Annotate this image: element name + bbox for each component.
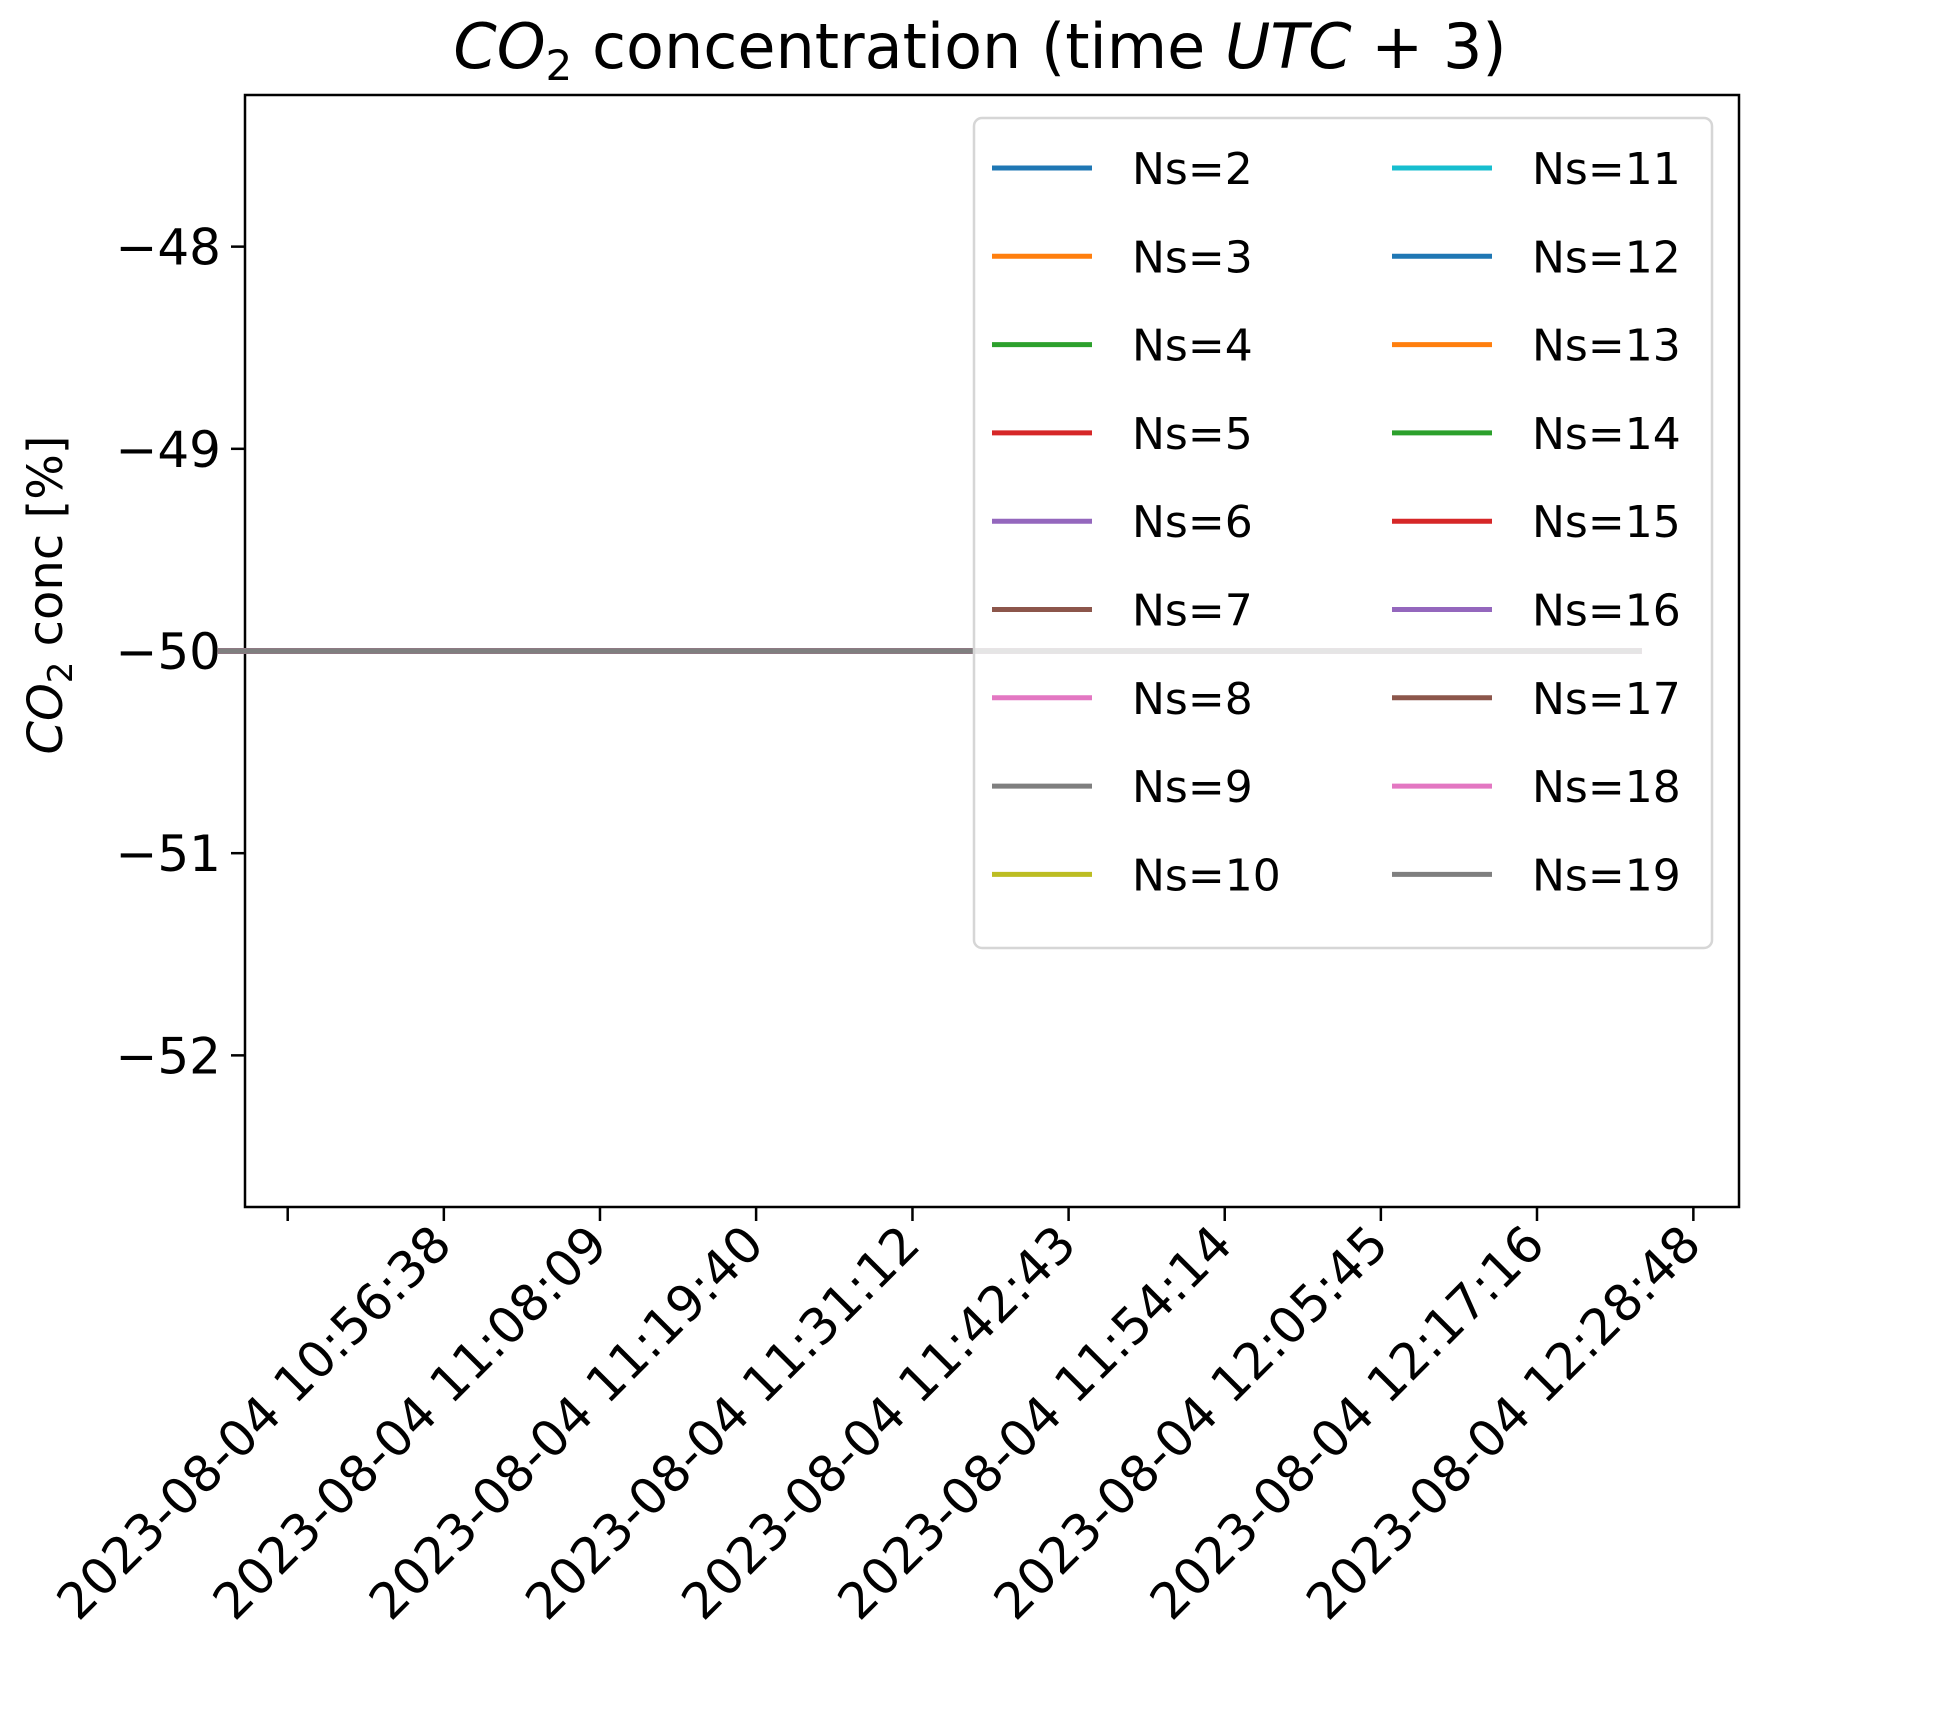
legend-label: Ns=19 — [1532, 850, 1681, 901]
legend-label: Ns=10 — [1132, 850, 1281, 901]
legend-label: Ns=13 — [1532, 321, 1681, 372]
y-tick-label: −50 — [115, 623, 221, 681]
legend: Ns=2 Ns=3 Ns=4 Ns=5 Ns=6 Ns=7 Ns=8 Ns=9 Ns=10 Ns=… — [972, 116, 1714, 950]
legend-label: Ns=16 — [1532, 586, 1681, 637]
legend-label: Ns=5 — [1132, 409, 1253, 460]
chart-title-close: ) — [1482, 10, 1506, 83]
chart-title: CO2 concentration (time UTC + 3) — [453, 10, 1506, 90]
y-tick-label: −49 — [115, 421, 221, 479]
legend-label: Ns=12 — [1532, 232, 1681, 283]
legend-box — [972, 116, 1714, 950]
legend-label: Ns=18 — [1532, 762, 1681, 813]
y-tick-label: −51 — [115, 825, 221, 883]
legend-label: Ns=17 — [1532, 674, 1681, 725]
y-axis-label-subscript: 2 — [41, 662, 81, 684]
y-tick-label: −48 — [115, 219, 221, 277]
y-axis-label: CO2 conc [%] — [18, 435, 81, 754]
chart-title-middle: concentration (time — [572, 10, 1225, 83]
legend-label: Ns=7 — [1132, 586, 1253, 637]
y-axis-label-rest: conc [%] — [18, 435, 74, 661]
chart-title-subscript: 2 — [546, 41, 573, 90]
legend-label: Ns=3 — [1132, 232, 1253, 283]
legend-label: Ns=15 — [1532, 497, 1681, 548]
legend-label: Ns=2 — [1132, 144, 1253, 195]
legend-label: Ns=11 — [1532, 144, 1681, 195]
chart-title-co: CO — [453, 10, 545, 83]
legend-label: Ns=14 — [1532, 409, 1681, 460]
chart-title-offset: + 3 — [1352, 10, 1483, 83]
y-axis-ticks: −48 −49 −50 −51 −52 — [115, 219, 245, 1085]
legend-label: Ns=8 — [1132, 674, 1253, 725]
chart-title-utc: UTC — [1225, 10, 1352, 83]
y-tick-label: −52 — [115, 1027, 221, 1085]
legend-label: Ns=9 — [1132, 762, 1253, 813]
legend-label: Ns=4 — [1132, 321, 1253, 372]
y-axis-label-co: CO — [18, 683, 74, 754]
legend-label: Ns=6 — [1132, 497, 1253, 548]
